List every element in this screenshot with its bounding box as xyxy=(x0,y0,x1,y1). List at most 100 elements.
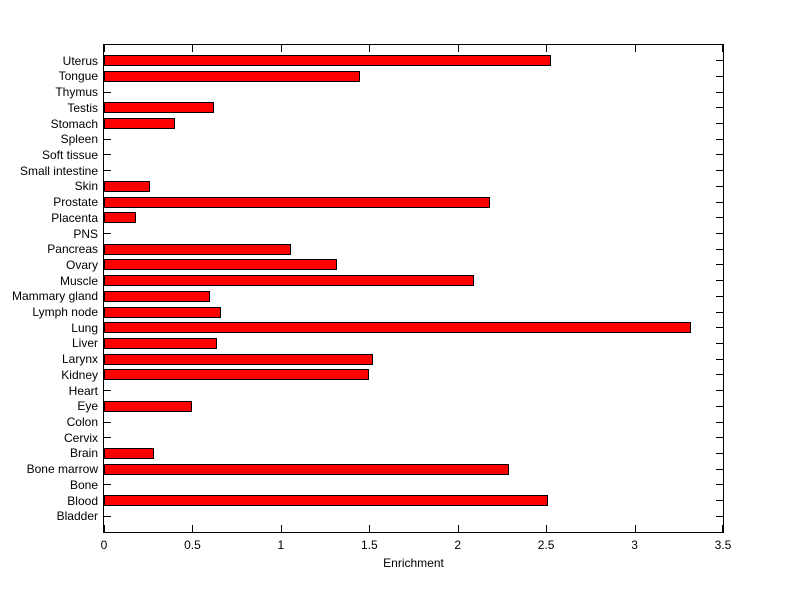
x-tick-label: 3.5 xyxy=(714,538,732,552)
y-tick-left xyxy=(104,515,111,517)
y-tick-right xyxy=(716,484,723,486)
x-tick-bottom xyxy=(104,525,105,532)
y-tick-right xyxy=(716,515,723,517)
y-tick-left xyxy=(104,421,111,423)
y-tick-right xyxy=(716,421,723,423)
y-tick-label: Tongue xyxy=(58,69,98,84)
x-tick-top xyxy=(546,45,548,52)
bar-bone-marrow xyxy=(104,463,509,475)
bar-stomach xyxy=(104,118,175,130)
y-tick-label: Bladder xyxy=(56,509,98,524)
y-tick-right xyxy=(716,295,723,297)
x-tick-bottom xyxy=(280,525,282,532)
y-tick-label: Bone xyxy=(69,477,98,492)
y-tick-right xyxy=(716,327,723,329)
x-tick-top xyxy=(722,45,723,52)
y-tick-right xyxy=(716,342,723,344)
y-tick-label: Eye xyxy=(77,399,98,414)
bar-mammary-gland xyxy=(104,290,211,302)
y-tick-right xyxy=(716,170,723,172)
y-tick-right xyxy=(716,311,723,313)
y-tick-label: Pancreas xyxy=(47,242,98,257)
y-tick-right xyxy=(716,138,723,140)
y-tick-label: Ovary xyxy=(65,257,98,272)
x-tick-label: 2.5 xyxy=(537,538,555,552)
x-tick-bottom xyxy=(457,525,459,532)
y-tick-right xyxy=(716,390,723,392)
y-tick-left xyxy=(104,138,111,140)
x-tick-top xyxy=(369,45,371,52)
y-tick-right xyxy=(716,91,723,93)
y-tick-label: Spleen xyxy=(60,132,98,147)
y-tick-left xyxy=(104,233,111,235)
y-tick-right xyxy=(716,437,723,439)
y-tick-right xyxy=(716,123,723,125)
y-tick-label: Muscle xyxy=(59,273,98,288)
x-tick-bottom xyxy=(634,525,636,532)
bar-ovary xyxy=(104,259,338,271)
y-tick-label: Mammary gland xyxy=(11,289,98,304)
bar-kidney xyxy=(104,369,370,381)
bar-skin xyxy=(104,180,150,192)
y-tick-label: Uterus xyxy=(62,53,98,68)
y-tick-label: Skin xyxy=(74,179,98,194)
x-tick-label: 1.5 xyxy=(360,538,378,552)
y-tick-label: Placenta xyxy=(51,210,98,225)
y-tick-label: Small intestine xyxy=(19,163,98,178)
y-tick-label: Bone marrow xyxy=(26,462,98,477)
y-tick-label: Cervix xyxy=(63,430,98,445)
y-tick-right xyxy=(716,248,723,250)
bar-muscle xyxy=(104,275,474,287)
y-tick-right xyxy=(716,75,723,77)
x-tick-bottom xyxy=(722,525,723,532)
y-tick-left xyxy=(104,390,111,392)
y-tick-right xyxy=(716,374,723,376)
y-tick-label: Blood xyxy=(67,493,98,508)
y-tick-left xyxy=(104,170,111,172)
y-tick-label: Kidney xyxy=(61,367,98,382)
bar-uterus xyxy=(104,55,552,67)
bar-liver xyxy=(104,337,218,349)
x-tick-label: 2 xyxy=(454,538,462,552)
x-tick-top xyxy=(104,45,105,52)
x-tick-top xyxy=(192,45,194,52)
bar-testis xyxy=(104,102,214,114)
y-tick-right xyxy=(716,280,723,282)
y-tick-label: Stomach xyxy=(50,116,98,131)
y-tick-right xyxy=(716,185,723,187)
y-tick-right xyxy=(716,500,723,502)
x-tick-label: 0 xyxy=(100,538,108,552)
plot-area xyxy=(103,44,724,533)
bar-lymph-node xyxy=(104,306,221,318)
y-tick-left xyxy=(104,484,111,486)
y-tick-right xyxy=(716,452,723,454)
y-tick-label: Brain xyxy=(69,446,98,461)
x-tick-label: 0.5 xyxy=(184,538,201,552)
y-tick-right xyxy=(716,217,723,219)
x-tick-bottom xyxy=(546,525,548,532)
y-tick-label: Lung xyxy=(71,320,98,335)
y-tick-label: Testis xyxy=(67,100,98,115)
y-tick-label: Thymus xyxy=(55,85,98,100)
y-tick-label: Colon xyxy=(66,415,98,430)
bar-prostate xyxy=(104,196,490,208)
bar-eye xyxy=(104,400,193,412)
x-tick-top xyxy=(280,45,282,52)
x-tick-bottom xyxy=(369,525,371,532)
y-tick-right xyxy=(716,264,723,266)
y-tick-right xyxy=(716,60,723,62)
y-tick-right xyxy=(716,154,723,156)
y-tick-label: Soft tissue xyxy=(41,147,98,162)
y-tick-label: Larynx xyxy=(61,352,98,367)
bar-blood xyxy=(104,495,548,507)
bar-tongue xyxy=(104,70,361,82)
x-tick-bottom xyxy=(192,525,194,532)
x-tick-top xyxy=(457,45,459,52)
x-tick-label: 1 xyxy=(277,538,285,552)
bar-pancreas xyxy=(104,243,292,255)
y-tick-label: Lymph node xyxy=(32,305,98,320)
y-tick-left xyxy=(104,437,111,439)
y-tick-left xyxy=(104,91,111,93)
y-tick-right xyxy=(716,405,723,407)
